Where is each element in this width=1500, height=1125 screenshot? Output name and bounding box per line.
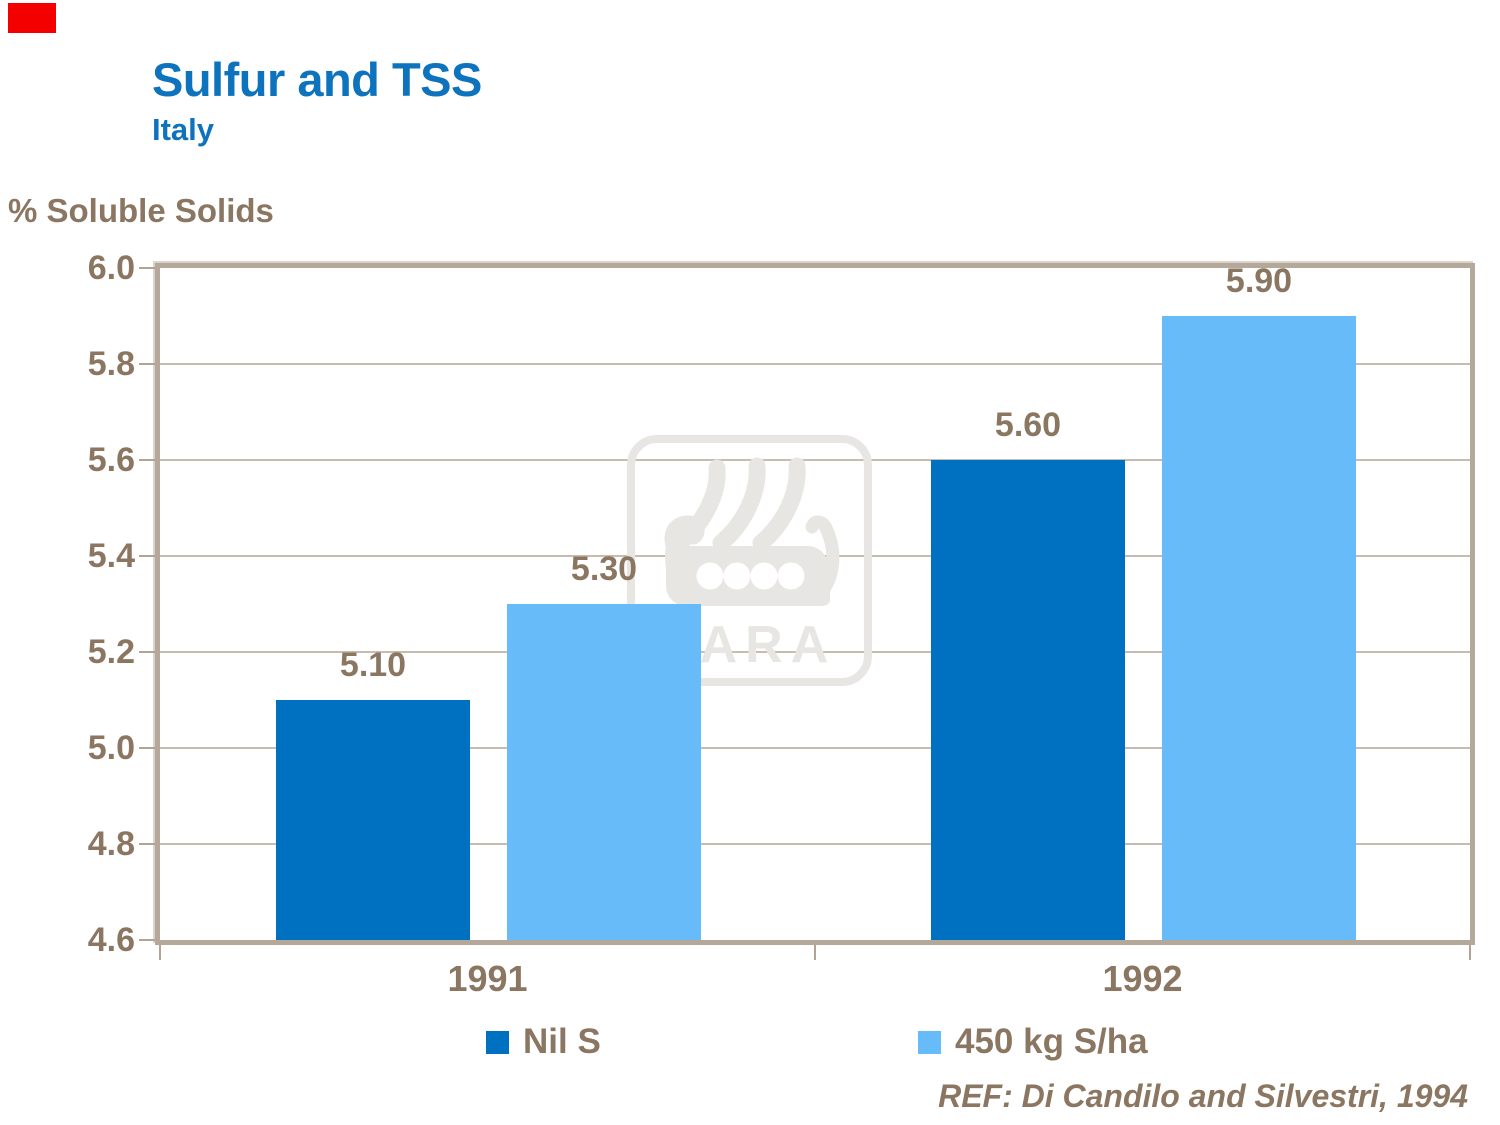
value-label-nil-s-1992: 5.60 [994, 406, 1062, 444]
chart-legend: Nil S 450 kg S/ha [0, 1018, 1500, 1066]
y-tick-label-4.8: 4.8 [87, 825, 135, 863]
x-category-label-1991: 1991 [447, 958, 528, 999]
value-label-450-kg-s-ha-1992: 5.90 [1225, 262, 1293, 300]
value-label-450-kg-s-ha-1991: 5.30 [570, 550, 638, 588]
legend-item-450-kg: 450 kg S/ha [918, 1018, 1148, 1066]
slide-subtitle: Italy [152, 112, 215, 147]
y-tick-mark-4.8 [139, 843, 155, 845]
y-axis-title: % Soluble Solids [8, 192, 274, 229]
y-tick-label-6.0: 6.0 [87, 249, 135, 287]
bar-nil-s-1992 [931, 460, 1125, 940]
x-tick-mark-1 [814, 945, 816, 960]
x-tick-mark-0 [159, 945, 161, 960]
y-tick-mark-4.6 [139, 939, 155, 941]
y-tick-label-5.2: 5.2 [87, 633, 135, 671]
legend-label-450-kg: 450 kg S/ha [955, 1022, 1148, 1061]
y-tick-label-5.6: 5.6 [87, 441, 135, 479]
y-tick-label-5.4: 5.4 [87, 537, 135, 575]
legend-marker-nil-s [486, 1030, 509, 1054]
y-tick-mark-5.6 [139, 459, 155, 461]
legend-item-nil-s: Nil S [486, 1018, 601, 1066]
legend-label-nil-s: Nil S [523, 1022, 601, 1061]
y-tick-label-5.8: 5.8 [87, 345, 135, 383]
y-tick-mark-5.2 [139, 651, 155, 653]
y-tick-mark-5.0 [139, 747, 155, 749]
gridline-5.0 [160, 747, 1470, 749]
x-tick-mark-end [1469, 945, 1471, 960]
y-tick-label-5.0: 5.0 [87, 729, 135, 767]
bar-450-kg-s-ha-1991 [507, 604, 701, 940]
gridline-4.8 [160, 843, 1470, 845]
value-label-nil-s-1991: 5.10 [339, 646, 407, 684]
y-tick-mark-5.8 [139, 363, 155, 365]
bar-nil-s-1991 [276, 700, 470, 940]
bar-450-kg-s-ha-1992 [1162, 316, 1356, 940]
reference-citation: REF: Di Candilo and Silvestri, 1994 [938, 1078, 1468, 1114]
slide-corner-marker [8, 3, 56, 33]
legend-marker-450-kg [918, 1030, 941, 1054]
y-tick-label-4.6: 4.6 [87, 921, 135, 959]
y-tick-mark-5.4 [139, 555, 155, 557]
x-category-label-1992: 1992 [1102, 958, 1183, 999]
slide-title: Sulfur and TSS [152, 53, 482, 106]
gridline-5.8 [160, 363, 1470, 365]
y-tick-mark-6.0 [139, 267, 155, 269]
